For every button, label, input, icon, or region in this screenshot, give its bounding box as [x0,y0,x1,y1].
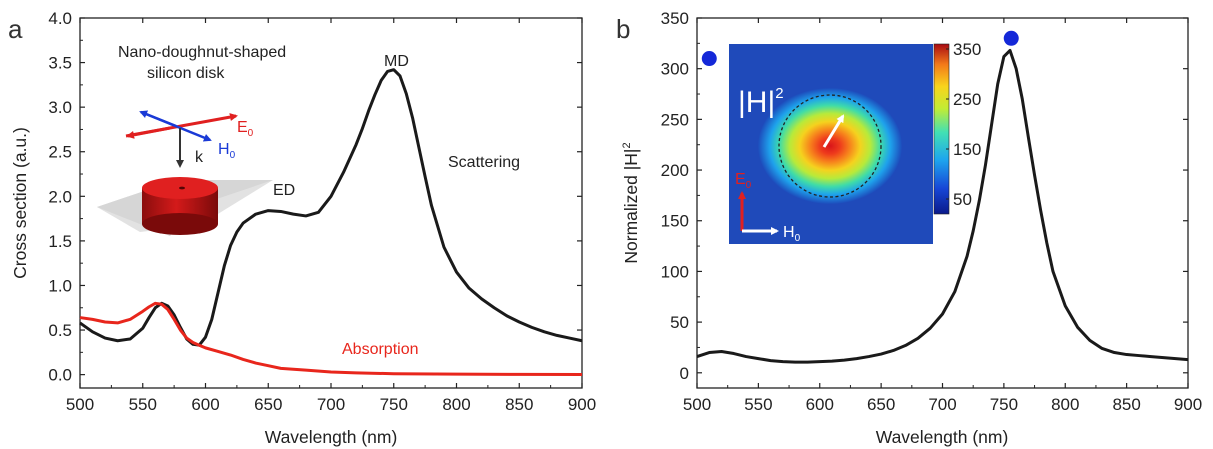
x-tick-label-a: 750 [380,395,408,414]
y-tick-label-b: 150 [661,212,689,231]
colorbar-tick-label: 150 [953,140,981,159]
y-tick-label-b: 50 [670,313,689,332]
y-tick-label-b: 250 [661,110,689,129]
x-axis-label-a: Wavelength (nm) [265,427,398,447]
y-tick-label-a: 0.0 [48,366,72,385]
x-tick-label-b: 550 [744,395,772,414]
annotation-scattering: Scattering [448,154,520,171]
colorbar-tick-label: 50 [953,190,972,209]
disk-hole [179,186,185,190]
series-line-a-absorption [79,301,583,376]
x-tick-label-b: 850 [1112,395,1140,414]
disk-bottom [142,213,218,235]
inset-h-label: H0 [783,224,801,244]
peak-marker-b [701,51,717,67]
y-tick-label-b: 200 [661,161,689,180]
e-field-arrow-back [126,126,171,139]
peak-marker-b [1003,30,1019,46]
series-line-a-scattering [79,68,583,347]
x-tick-label-a: 700 [317,395,345,414]
x-tick-label-a: 500 [66,395,94,414]
y-tick-label-a: 2.5 [48,143,72,162]
annotation-absorption: Absorption [342,341,419,358]
series-a [79,68,583,376]
x-tick-label-a: 850 [505,395,533,414]
y-tick-label-b: 0 [680,364,689,383]
y-tick-label-a: 2.0 [48,187,72,206]
disk-title-line1: Nano-doughnut-shaped [118,44,286,61]
y-tick-label-b: 100 [661,262,689,281]
x-tick-label-a: 900 [568,395,596,414]
x-tick-label-b: 600 [806,395,834,414]
x-axis-label-b: Wavelength (nm) [876,427,1009,447]
x-tick-label-a: 800 [442,395,470,414]
y-tick-label-a: 1.5 [48,232,72,251]
k-label: k [195,149,204,166]
x-tick-label-b: 650 [867,395,895,414]
colorbar [933,43,950,215]
disk-schematic [97,110,273,236]
panel-label-a: a [8,14,23,44]
annotation-ed: ED [273,182,295,199]
ticks-b: 500 550 600 650 700 750 800 850 900 0 50 100 150 200 2… [661,9,1203,414]
x-tick-label-b: 750 [990,395,1018,414]
ticks-a: 500 550 600 650 700 750 800 850 900 0.0 0.5 1.0 1.5 2… [48,9,596,414]
field-map-hotspot [758,88,902,204]
y-tick-label-a: 3.5 [48,54,72,73]
field-map-inset [729,44,933,244]
inset-e-label: E0 [735,171,752,191]
e-label-a: E0 [237,119,254,139]
x-tick-label-b: 500 [683,395,711,414]
y-tick-label-b: 300 [661,60,689,79]
disk-outline [778,94,882,198]
y-tick-label-a: 1.0 [48,276,72,295]
y-tick-label-a: 4.0 [48,9,72,28]
y-axis-label-a: Cross section (a.u.) [10,127,30,279]
series-line-b-0 [696,48,1189,364]
h-field-direction-arrow [822,114,845,148]
x-tick-label-a: 600 [191,395,219,414]
h-label-a: H0 [218,141,236,161]
x-tick-label-a: 550 [129,395,157,414]
h-field-arrow-back [139,110,177,128]
y-tick-label-a: 3.0 [48,98,72,117]
inset-title: |H|2 [738,85,784,119]
y-axis-label-b: Normalized |H|2 [621,142,641,263]
y-tick-label-a: 0.5 [48,321,72,340]
x-tick-label-b: 800 [1051,395,1079,414]
x-tick-label-b: 700 [928,395,956,414]
annotation-md: MD [384,53,409,70]
x-tick-label-a: 650 [254,395,282,414]
colorbar-tick-label: 350 [953,40,981,59]
x-tick-label-b: 900 [1174,395,1202,414]
y-tick-label-b: 350 [661,9,689,28]
disk-title-line2: silicon disk [147,65,225,82]
panel-label-b: b [616,14,630,44]
colorbar-ticks: 350 250 150 50 [946,40,981,209]
colorbar-tick-label: 250 [953,90,981,109]
series-b [696,30,1189,364]
